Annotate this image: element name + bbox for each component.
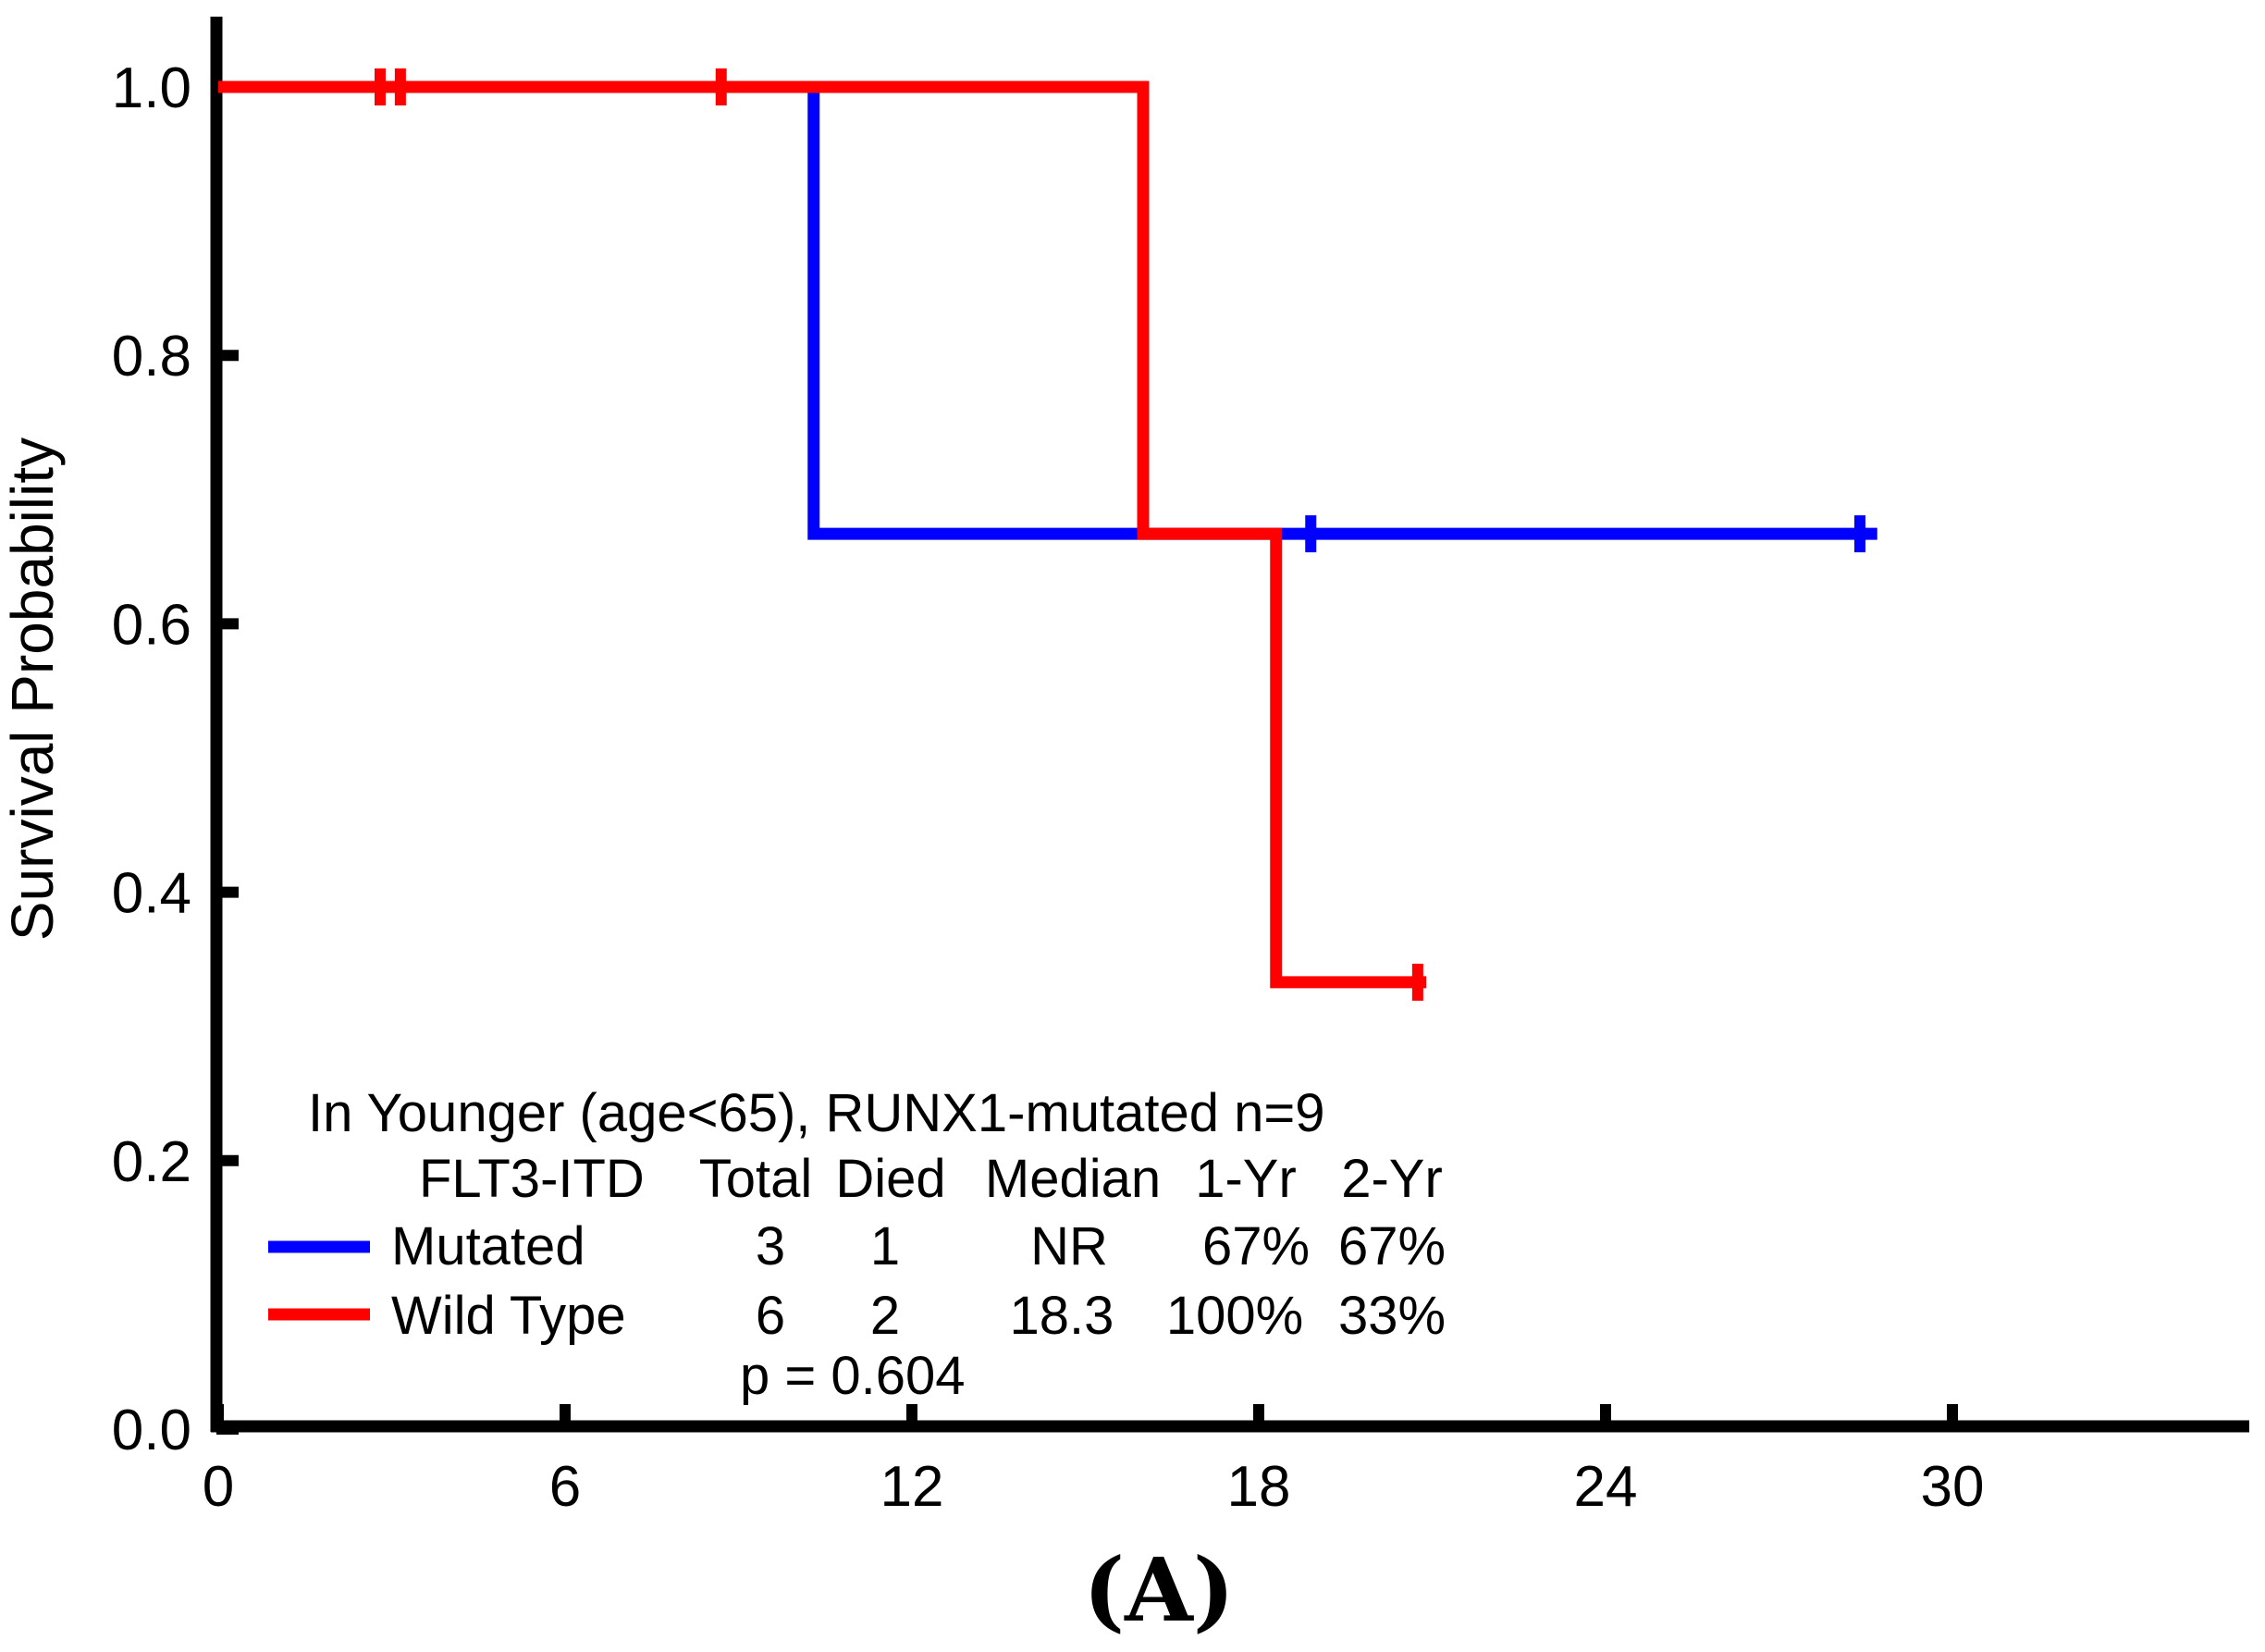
header-died: Died (835, 1149, 945, 1209)
row-mutated-1yr: 67% (1202, 1216, 1310, 1276)
x-tick-label: 30 (1921, 1455, 1985, 1519)
survival-curve-mutated (218, 80, 1877, 540)
y-tick-label: 0.8 (112, 325, 191, 388)
figure-panel-label: (A) (1083, 1539, 1235, 1642)
row-wildtype-total: 6 (756, 1286, 785, 1346)
y-tick-label: 0.2 (112, 1130, 191, 1194)
y-axis-title: Survival Probability (0, 438, 66, 941)
header-median: Median (985, 1149, 1161, 1209)
survival-curves (218, 68, 1877, 1001)
row-mutated-2yr: 67% (1338, 1216, 1446, 1276)
y-tick-label: 0.0 (112, 1399, 191, 1462)
row-mutated-total: 3 (756, 1216, 785, 1276)
p-value-label: p = 0.604 (740, 1346, 966, 1406)
y-axis-ticks: 1.0 0.8 0.6 0.4 0.2 0.0 (112, 56, 239, 1462)
y-tick-label: 1.0 (112, 56, 191, 120)
legend-table-header: FLT3-ITD Total Died Median 1-Yr 2-Yr (419, 1149, 1443, 1209)
y-tick-label: 0.6 (112, 593, 191, 657)
x-tick-label: 18 (1227, 1455, 1291, 1519)
annotation-subtitle: In Younger (age<65), RUNX1-mutated n=9 (308, 1083, 1325, 1143)
row-wildtype-label: Wild Type (391, 1286, 626, 1346)
header-2yr: 2-Yr (1341, 1149, 1443, 1209)
legend-row-mutated: Mutated 3 1 NR 67% 67% (268, 1216, 1446, 1276)
header-1yr: 1-Yr (1195, 1149, 1297, 1209)
header-total: Total (699, 1149, 813, 1209)
row-wildtype-1yr: 100% (1166, 1286, 1303, 1346)
row-mutated-died: 1 (870, 1216, 900, 1276)
y-tick-label: 0.4 (112, 862, 191, 926)
x-tick-label: 6 (549, 1455, 581, 1519)
row-wildtype-died: 2 (870, 1286, 900, 1346)
header-group: FLT3-ITD (419, 1149, 645, 1209)
x-tick-label: 24 (1574, 1455, 1638, 1519)
x-axis-ticks: 0 6 12 18 24 30 (203, 1404, 1985, 1519)
annotation-block: In Younger (age<65), RUNX1-mutated n=9 F… (268, 1083, 1446, 1406)
row-mutated-label: Mutated (391, 1216, 585, 1276)
row-wildtype-median: 18.3 (1010, 1286, 1114, 1346)
survival-curve-wild-type (218, 80, 1427, 989)
row-wildtype-2yr: 33% (1338, 1286, 1446, 1346)
legend-row-wildtype: Wild Type 6 2 18.3 100% 33% (268, 1286, 1446, 1346)
row-mutated-median: NR (1030, 1216, 1108, 1276)
x-tick-label: 0 (203, 1455, 234, 1519)
x-tick-label: 12 (880, 1455, 944, 1519)
axes (210, 17, 2249, 1433)
